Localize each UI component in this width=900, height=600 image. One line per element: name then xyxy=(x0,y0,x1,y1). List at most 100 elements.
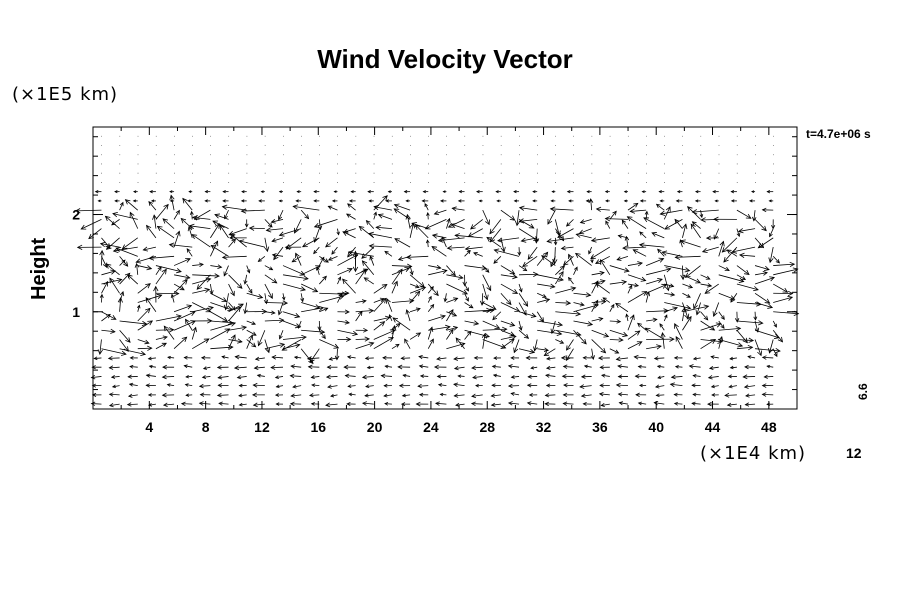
wind-vector xyxy=(209,283,214,295)
wind-vector xyxy=(238,402,247,407)
wind-vector-shaft xyxy=(537,292,547,298)
wind-vector-shaft xyxy=(518,283,523,292)
wind-vector-head xyxy=(227,306,234,312)
wind-vector-head xyxy=(593,303,599,309)
wind-vector-head xyxy=(605,220,610,225)
wind-vector-head xyxy=(382,195,388,201)
wind-vector xyxy=(364,356,374,361)
wind-vector xyxy=(761,392,774,397)
wind-vector-shaft xyxy=(271,218,284,223)
wind-vector xyxy=(729,365,737,370)
wind-vector-shaft xyxy=(718,241,724,257)
wind-vector xyxy=(333,190,338,194)
wind-vector-shaft xyxy=(675,336,683,349)
wind-vector-shaft xyxy=(657,249,665,257)
wind-vector-head xyxy=(651,232,657,237)
wind-vector xyxy=(189,210,194,220)
wind-vector-shaft xyxy=(435,402,447,405)
wind-vector-shaft xyxy=(127,403,138,406)
wind-vector xyxy=(598,391,610,397)
wind-vector xyxy=(772,329,784,343)
wind-vector-shaft xyxy=(392,317,411,331)
wind-vector-head xyxy=(761,207,767,213)
wind-vector xyxy=(708,365,719,371)
wind-vector-head xyxy=(490,402,496,407)
wind-vector-shaft xyxy=(736,329,748,343)
wind-vector-head xyxy=(405,309,411,315)
wind-vector xyxy=(246,329,257,336)
wind-vector-head xyxy=(326,365,332,370)
wind-vector xyxy=(692,392,701,397)
wind-vector xyxy=(551,190,556,194)
wind-vector xyxy=(367,189,374,194)
wind-vector-shaft xyxy=(573,292,591,296)
wind-vector-shaft xyxy=(327,385,338,388)
wind-vector xyxy=(573,292,592,298)
wind-vector-head xyxy=(623,190,627,194)
wind-vector-head xyxy=(205,307,212,313)
wind-vector xyxy=(464,329,491,339)
wind-vector-shaft xyxy=(319,307,328,313)
wind-vector-shaft xyxy=(609,339,623,341)
wind-vector xyxy=(427,303,435,313)
wind-vector-shaft xyxy=(365,394,374,397)
wind-vector xyxy=(223,293,229,311)
wind-vector xyxy=(464,293,469,302)
wind-vector xyxy=(238,383,247,388)
wind-vector xyxy=(727,374,737,379)
wind-vector-shaft xyxy=(580,218,592,223)
wind-vector xyxy=(701,246,719,254)
wind-vector-head xyxy=(670,292,676,297)
wind-vector xyxy=(424,219,447,230)
wind-vector xyxy=(478,199,483,203)
wind-vector-head xyxy=(637,401,642,406)
wind-vector xyxy=(707,401,719,407)
wind-vector-shaft xyxy=(518,320,522,331)
wind-vector-head xyxy=(373,204,380,211)
wind-vector xyxy=(278,209,284,221)
wind-vector xyxy=(282,283,306,292)
wind-vector-head xyxy=(296,190,300,194)
wind-vector xyxy=(424,202,429,211)
wind-vector xyxy=(532,199,538,203)
wind-vector-head xyxy=(773,323,777,328)
wind-vector-head xyxy=(550,328,556,335)
wind-vector xyxy=(710,384,719,389)
wind-vector xyxy=(275,402,284,406)
wind-vector-head xyxy=(348,392,353,397)
wind-vector xyxy=(300,283,319,293)
wind-vector-shaft xyxy=(163,325,175,340)
wind-vector-head xyxy=(546,238,553,244)
wind-vector-shaft xyxy=(473,252,483,257)
wind-vector-head xyxy=(420,286,427,292)
wind-vector-shaft xyxy=(337,320,350,324)
wind-vector xyxy=(258,199,265,203)
wind-vector xyxy=(137,339,150,345)
wind-vector-shaft xyxy=(173,274,190,279)
wind-vector xyxy=(537,320,564,327)
wind-vector-shaft xyxy=(537,283,555,288)
wind-vector xyxy=(436,374,447,379)
wind-vector xyxy=(295,199,302,203)
wind-vector-shaft xyxy=(754,329,780,339)
wind-vector-head xyxy=(605,199,609,203)
wind-vector-head xyxy=(344,319,350,325)
wind-vector-head xyxy=(285,244,292,250)
wind-vector-head xyxy=(323,307,329,312)
wind-vector-head xyxy=(622,245,628,251)
wind-vector xyxy=(348,199,356,203)
wind-vector xyxy=(493,356,501,360)
wind-vector-head xyxy=(470,224,476,230)
wind-vector-shaft xyxy=(581,394,592,397)
wind-vector-shaft xyxy=(427,339,434,349)
x-tick-label: 36 xyxy=(592,419,608,435)
wind-vector xyxy=(471,365,483,370)
wind-vector-shaft xyxy=(264,265,273,271)
wind-vector-head xyxy=(397,268,403,275)
wind-vector-head xyxy=(579,302,585,307)
wind-vector-head xyxy=(180,217,187,224)
wind-vector-head xyxy=(457,274,464,280)
wind-vector-head xyxy=(570,286,577,292)
wind-vector-head xyxy=(76,244,83,250)
wind-vector xyxy=(99,249,105,266)
